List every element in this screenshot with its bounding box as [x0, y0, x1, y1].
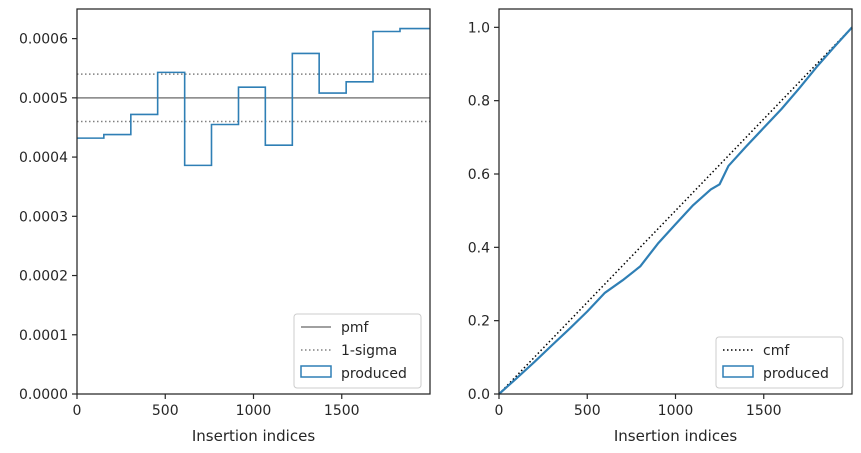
cmf-legend-produced-swatch	[722, 365, 754, 378]
cmf-x-tick-label: 500	[574, 403, 601, 419]
pmf-x-tick-label: 1500	[324, 403, 360, 419]
cmf-legend-produced-label: produced	[763, 366, 829, 382]
produced-step-histogram	[77, 27, 430, 167]
pmf-ticks: 0 500 1000 1500 0.0000 0.0001 0.0002 0.0003 0.00…	[19, 32, 360, 419]
pmf-legend-produced-label: produced	[341, 366, 407, 382]
pmf-y-tick-label: 0.0006	[19, 32, 68, 48]
cmf-x-tick-label: 1500	[746, 403, 782, 419]
cmf-y-tick-label: 0.0	[468, 387, 490, 403]
pmf-x-tick-label: 1000	[236, 403, 272, 419]
pmf-x-axis-label: Insertion indices	[192, 427, 315, 445]
cmf-line	[498, 26, 853, 395]
cmf-y-tick-label: 1.0	[468, 20, 490, 36]
cmf-plot-area	[498, 26, 853, 395]
pmf-x-tick-label: 0	[73, 403, 82, 419]
cmf-y-tick-label: 0.8	[468, 94, 490, 110]
pmf-y-tick-label: 0.0001	[19, 328, 68, 344]
cmf-x-tick-label: 0	[495, 403, 504, 419]
cmf-y-tick-label: 0.2	[468, 314, 490, 330]
cmf-legend: cmf produced	[715, 336, 844, 389]
pmf-y-tick-label: 0.0003	[19, 209, 68, 225]
cmf-x-axis-label: Insertion indices	[614, 427, 737, 445]
pmf-y-tick-label: 0.0004	[19, 150, 68, 166]
cmf-x-tick-label: 1000	[658, 403, 694, 419]
pmf-legend: pmf 1-sigma produced	[293, 313, 422, 389]
pmf-legend-box	[293, 313, 422, 389]
cmf-y-tick-label: 0.4	[468, 240, 490, 256]
cmf-axes-frame	[498, 8, 853, 395]
cmf-panel: 0 500 1000 1500 0.0 0.2 0.4 0.6 0.8 1.0 Insertion…	[468, 8, 853, 445]
pmf-y-tick-label: 0.0002	[19, 269, 68, 285]
cmf-ticks: 0 500 1000 1500 0.0 0.2 0.4 0.6 0.8 1.0	[468, 20, 782, 419]
cmf-legend-cmf-label: cmf	[763, 343, 790, 359]
pmf-y-tick-label: 0.0005	[19, 91, 68, 107]
pmf-x-tick-label: 500	[152, 403, 179, 419]
cmf-y-tick-label: 0.6	[468, 167, 490, 183]
pmf-histogram-panel: 0 500 1000 1500 0.0000 0.0001 0.0002 0.0003 0.00…	[19, 8, 431, 445]
pmf-legend-pmf-label: pmf	[341, 320, 370, 336]
produced-cumulative-line	[498, 26, 853, 395]
pmf-plot-area	[77, 27, 430, 167]
pmf-legend-sigma-label: 1-sigma	[341, 343, 397, 359]
pmf-legend-produced-swatch	[300, 365, 332, 378]
pmf-y-tick-label: 0.0000	[19, 387, 68, 403]
